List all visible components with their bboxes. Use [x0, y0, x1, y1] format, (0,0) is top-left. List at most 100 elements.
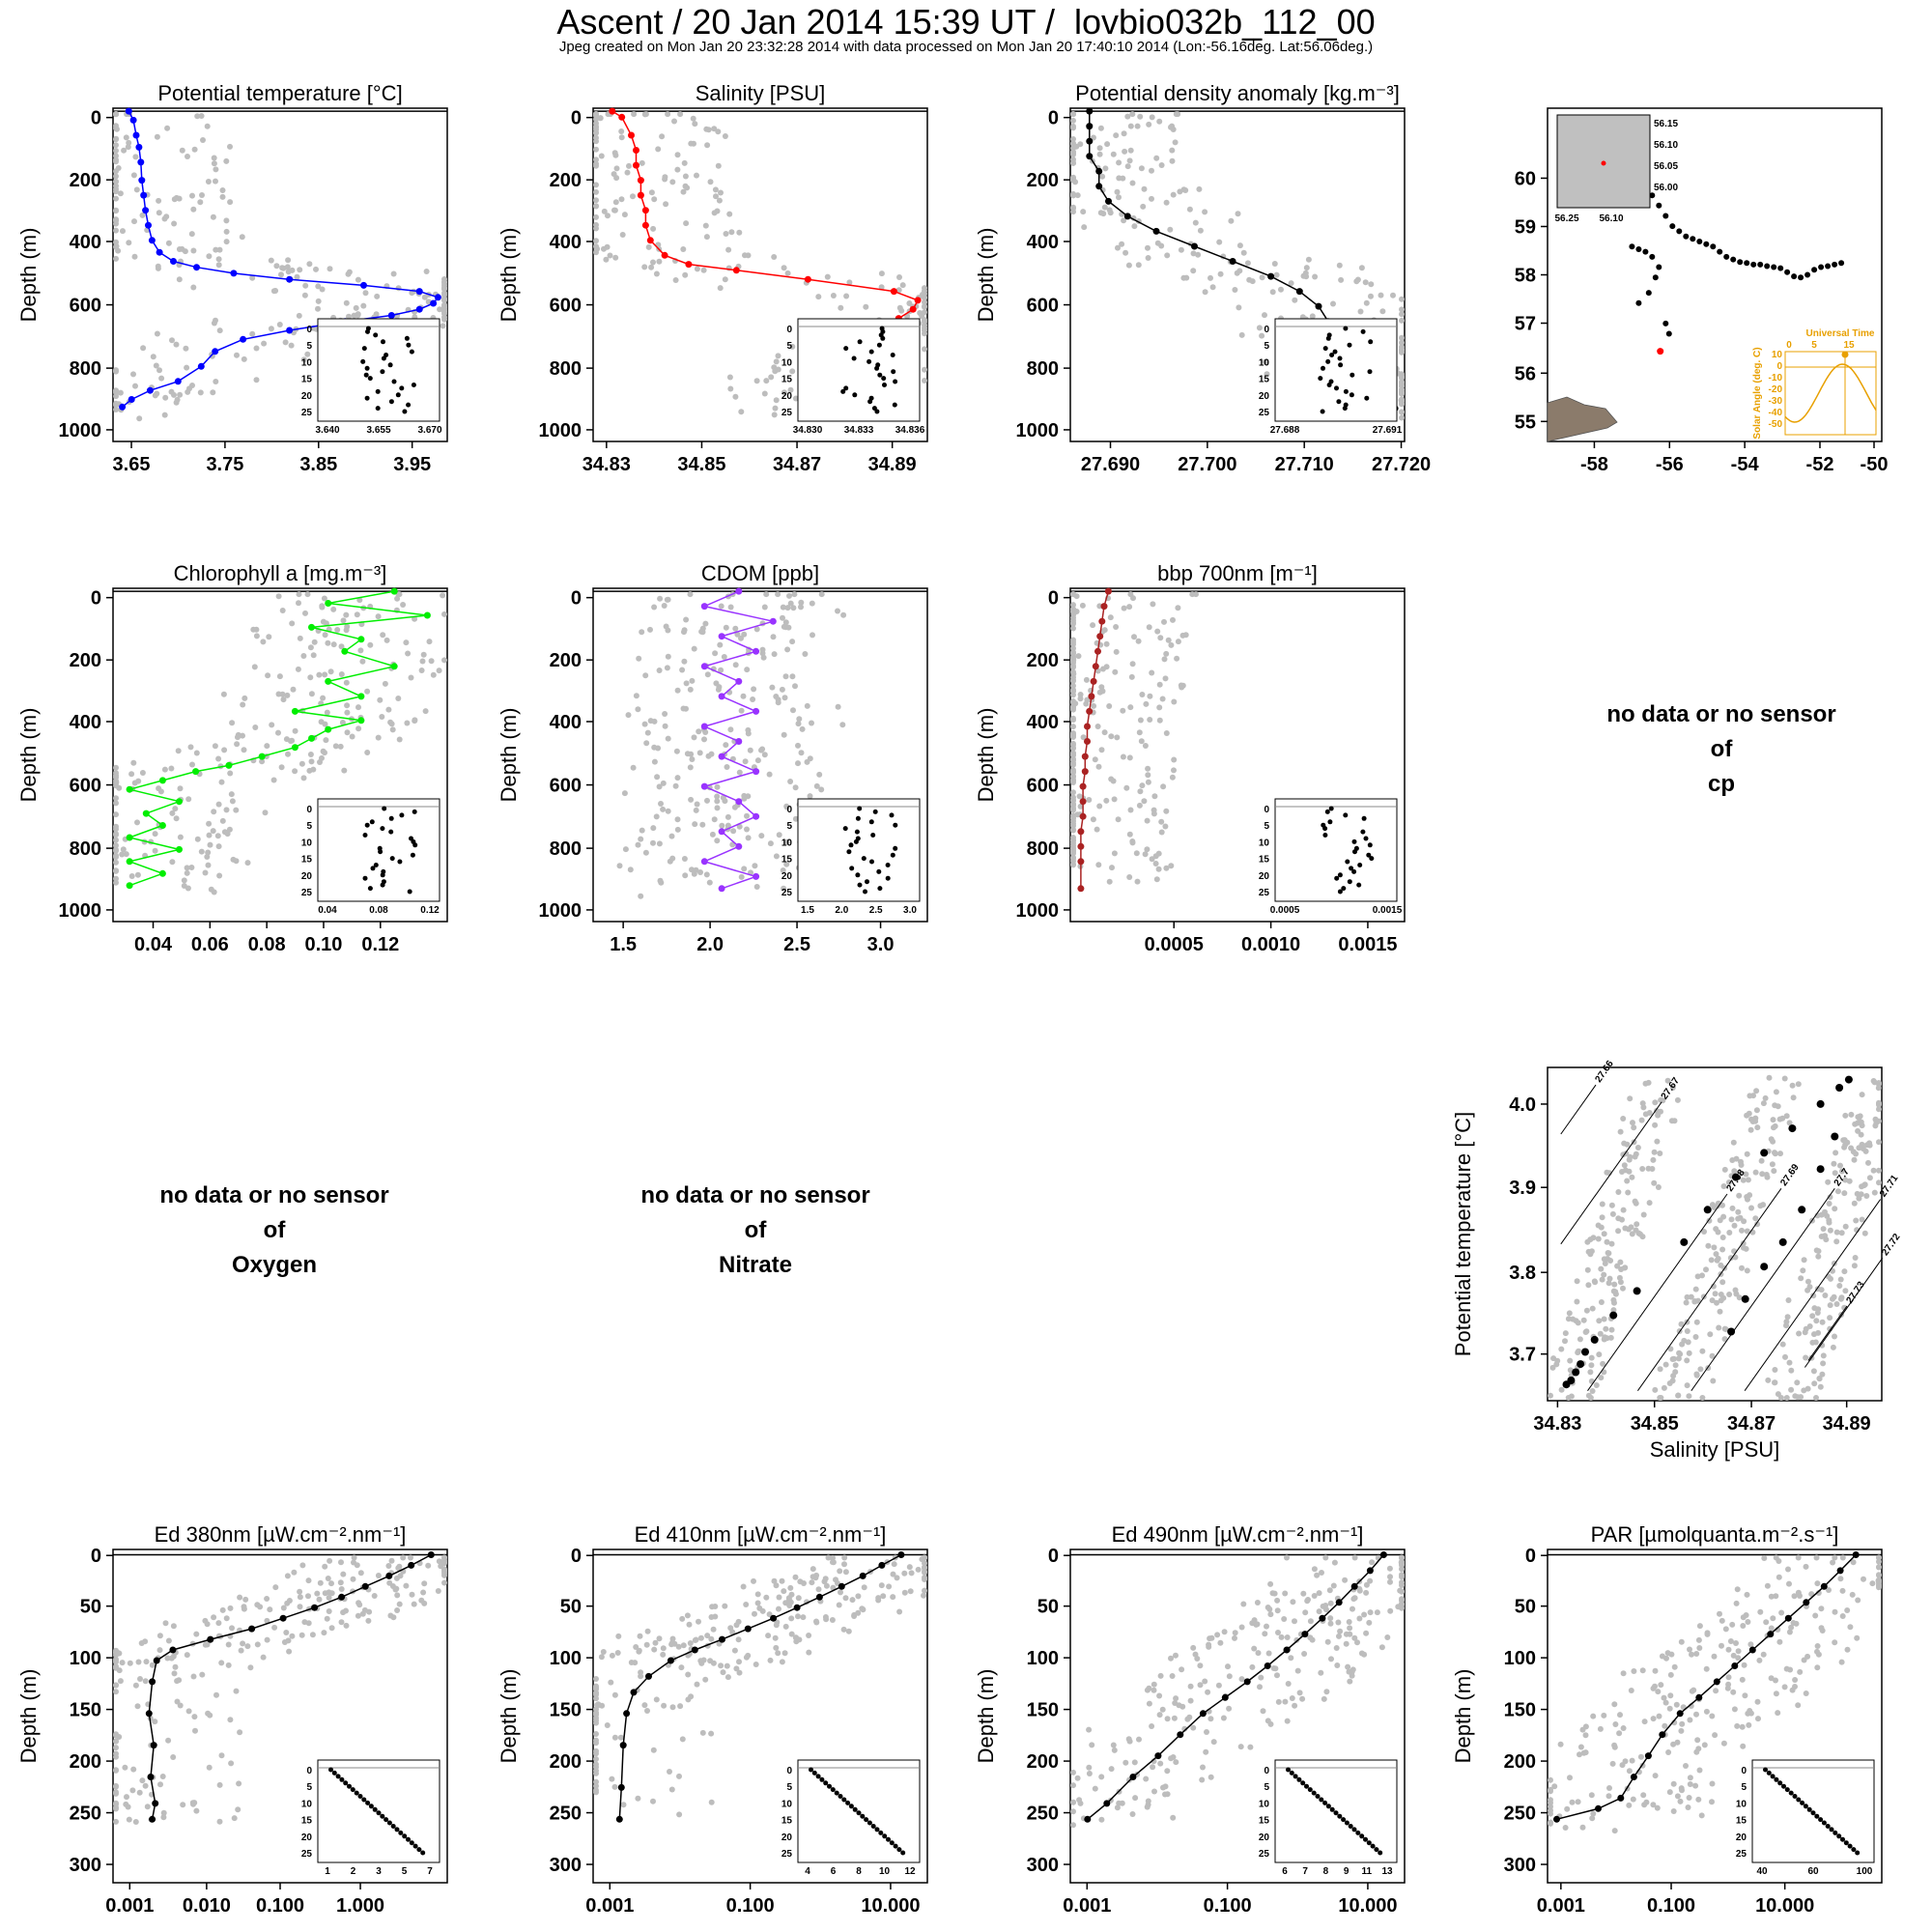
chl-cloud-point	[304, 591, 311, 598]
bbp-cloud-point	[1174, 655, 1180, 662]
chl-cloud-point	[384, 637, 390, 643]
chl-inset-ytick: 10	[301, 838, 313, 848]
ts-cloud-point	[1694, 1297, 1701, 1304]
ed410-cloud-point	[765, 1633, 772, 1639]
temp-cloud-point	[211, 320, 217, 327]
temp-point	[137, 158, 145, 166]
ts-cloud-point	[1583, 1307, 1590, 1314]
dens-cloud-point	[1353, 278, 1360, 285]
par-cloud-point	[1662, 1722, 1668, 1729]
chl-ytick-label: 800	[70, 838, 101, 860]
ts-cloud-point	[1639, 1100, 1646, 1107]
par-cloud-point	[1876, 1554, 1882, 1561]
ed490-inset-point	[1304, 1783, 1309, 1789]
temp-inset-point	[406, 402, 412, 408]
ed490-inset-point	[1319, 1797, 1324, 1803]
dens-inset-point	[1329, 353, 1335, 357]
par-point	[1659, 1731, 1666, 1739]
ed380-point	[248, 1625, 256, 1633]
ed490-cloud-point	[1129, 1811, 1136, 1817]
bbp-cloud-point	[1156, 717, 1163, 724]
ed380-cloud-point	[301, 1619, 308, 1626]
bbp-cloud-point	[1101, 729, 1108, 736]
ed380-inset-point	[328, 1767, 333, 1773]
chl-point	[390, 587, 398, 595]
sal-cloud-point	[715, 162, 722, 169]
ed410-cloud-point	[699, 1729, 706, 1736]
bbp-cloud-point	[1149, 856, 1155, 863]
ed410-inset-point	[874, 1827, 880, 1833]
chl-cloud-point	[123, 851, 129, 858]
ed410-cloud-point	[593, 1787, 599, 1794]
ts-cloud-point	[1815, 1248, 1822, 1255]
dens-cloud-point	[1101, 204, 1108, 211]
dens-cloud-point	[1190, 250, 1197, 257]
ed490-cloud-point	[1361, 1651, 1368, 1658]
par-cloud-point	[1814, 1664, 1821, 1671]
ed380-inset-ytick: 0	[306, 1766, 312, 1776]
chl-cloud-point	[302, 610, 308, 616]
ed410-inset-point	[815, 1774, 821, 1779]
ed490-cloud-point	[1144, 1804, 1151, 1810]
ed380-point	[385, 1572, 393, 1579]
par-cloud-point	[1787, 1666, 1794, 1673]
bbp-ytick-label: 600	[1027, 776, 1059, 797]
par-point	[1836, 1567, 1844, 1575]
ts-cloud-point	[1876, 1179, 1882, 1186]
ts-cloud-point	[1598, 1299, 1605, 1305]
ed380-cloud-point	[299, 1562, 306, 1569]
chl-point	[308, 623, 315, 631]
par-cloud-point	[1803, 1563, 1809, 1570]
dens-cloud-point	[1238, 331, 1245, 338]
ts-cloud-point	[1718, 1297, 1724, 1304]
bbp-cloud-point	[1070, 807, 1076, 813]
cdom-cloud-point	[625, 712, 632, 719]
par-cloud-point	[1619, 1762, 1626, 1769]
bbp-cloud-point	[1070, 614, 1076, 621]
ed490-inset-point	[1344, 1820, 1350, 1826]
sal-cloud-point	[611, 207, 618, 213]
cdom-inset-point	[848, 842, 854, 848]
ed490-cloud-point	[1251, 1617, 1258, 1624]
ed410-cloud-point	[710, 1660, 717, 1666]
sal-cloud-point	[702, 222, 709, 229]
ed490-cloud-point	[1327, 1615, 1334, 1622]
nodata-oxygen: no data or no sensor of Oxygen	[100, 1179, 448, 1283]
ed380-cloud-point	[134, 1703, 141, 1710]
ed380-cloud-point	[176, 1677, 183, 1684]
ed410-cloud-point	[772, 1634, 779, 1641]
ts-cloud-point	[1604, 1335, 1610, 1342]
ed410-cloud-point	[786, 1603, 793, 1608]
temp-cloud-point	[373, 311, 380, 318]
ts-point	[1816, 1099, 1825, 1108]
ed380-inset-point	[354, 1790, 359, 1796]
bbp-cloud-point	[1101, 627, 1108, 634]
chl-cloud-point	[205, 862, 212, 868]
sal-cloud-point	[605, 213, 611, 219]
par-cloud-point	[1844, 1607, 1851, 1613]
ts-point	[1760, 1149, 1769, 1157]
par-cloud-point	[1670, 1741, 1677, 1747]
ed490-cloud-point	[1264, 1605, 1271, 1610]
par-cloud-point	[1768, 1593, 1775, 1600]
dens-cloud-point	[1271, 261, 1278, 267]
par-cloud-point	[1839, 1613, 1846, 1619]
sal-cloud-point	[700, 267, 707, 273]
ed490-background-cloud	[1070, 1554, 1405, 1829]
ed410-cloud-point	[620, 1802, 627, 1808]
ts-cloud-point	[1706, 1217, 1713, 1224]
dens-inset-points	[1318, 326, 1374, 414]
ed490-inset-point	[1300, 1780, 1306, 1786]
chl-cloud-point	[240, 701, 246, 708]
chl-cloud-point	[152, 847, 158, 854]
bbp-cloud-point	[1182, 632, 1189, 639]
ts-cloud-point	[1614, 1263, 1621, 1269]
map-track-point	[1757, 261, 1764, 268]
ts-cloud-point	[1754, 1221, 1761, 1228]
dens-ytick-label: 400	[1027, 232, 1059, 253]
temp-cloud-point	[440, 323, 446, 329]
dens-cloud-point	[1362, 279, 1369, 286]
sal-cloud-point	[781, 389, 787, 396]
ed410-xtick-label: 0.100	[726, 1895, 775, 1917]
bbp-cloud-point	[1070, 606, 1076, 612]
